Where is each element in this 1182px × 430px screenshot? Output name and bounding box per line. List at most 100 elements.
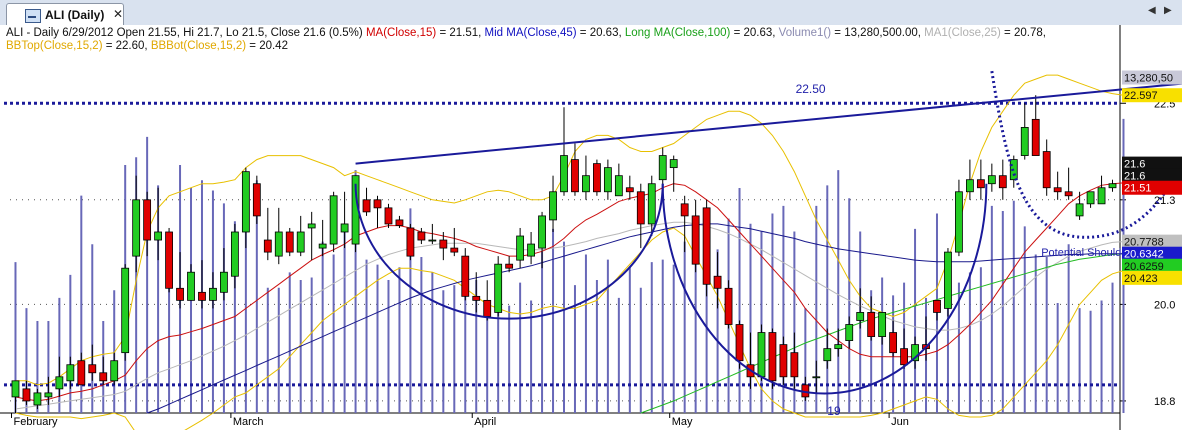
axis-value-tag: [1122, 270, 1182, 285]
candle-body: [1075, 203, 1084, 217]
candle-body: [274, 231, 283, 257]
tab-ali-daily[interactable]: ALI (Daily) ✕: [6, 3, 124, 26]
candle-body: [538, 215, 546, 249]
candle-body: [165, 231, 173, 289]
chart-area[interactable]: 22.5 21.3 20.0 18.8 22.50 19 Potential Shoulde…: [0, 25, 1182, 430]
candle-body: [220, 271, 228, 293]
candle-body: [976, 179, 985, 189]
x-axis-label: May: [672, 416, 693, 428]
info-bbbot-label: BBBot(Close,15,2): [150, 40, 247, 52]
candle-body: [318, 243, 327, 249]
candle-body: [998, 175, 1007, 189]
candle-body: [461, 255, 470, 297]
candle-body: [362, 199, 371, 213]
candle-body: [856, 312, 865, 321]
candle-body: [1086, 191, 1095, 205]
candle-body: [1031, 118, 1040, 156]
close-icon[interactable]: ✕: [113, 7, 124, 21]
candle-body: [472, 295, 481, 301]
x-axis-label: February: [13, 416, 58, 428]
info-midma-value: = 20.63,: [579, 27, 622, 39]
info-longma-value: = 20.63,: [733, 27, 776, 39]
candle-body: [834, 344, 843, 350]
candle-body: [724, 287, 733, 325]
axis-value-label: 20.6342: [1124, 249, 1164, 261]
axis-value-tag: [1122, 88, 1182, 103]
candle-body: [911, 344, 919, 362]
candle-body: [55, 376, 64, 390]
neckline-trendline: [355, 82, 1182, 165]
candle-body: [702, 207, 711, 285]
axis-value-tag: [1122, 234, 1182, 249]
candle-body: [417, 231, 426, 241]
candle-body: [88, 364, 97, 374]
shoulder-label: Potential Shoulder: [1041, 247, 1131, 259]
candle-body: [373, 199, 382, 209]
candle-body: [944, 251, 952, 309]
candle-body: [735, 324, 744, 362]
candle-body: [340, 223, 349, 233]
candle-body: [691, 215, 700, 265]
candle-body: [121, 267, 130, 354]
axis-value-label: 22.597: [1124, 90, 1158, 102]
candle-body: [11, 380, 20, 398]
right-shoulder-projection: [990, 70, 1182, 239]
candle-body: [757, 332, 766, 378]
candle-body: [494, 263, 503, 313]
candle-body: [252, 183, 261, 217]
info-bbbot-value: = 20.42: [249, 40, 288, 52]
candle-body: [22, 388, 31, 402]
candle-body: [209, 287, 217, 301]
candle-body: [768, 332, 777, 382]
candle-body: [516, 235, 525, 261]
tab-bar: ALI (Daily) ✕ ◀ ▶: [0, 0, 1182, 26]
bollinger-top-line: [15, 74, 1124, 386]
candle-body: [483, 299, 492, 317]
candle-body: [44, 392, 53, 398]
candle-body: [176, 287, 184, 301]
candle-body: [1042, 151, 1051, 189]
scroll-left-icon[interactable]: ◀: [1148, 5, 1156, 16]
axis-value-tag: [1122, 258, 1182, 273]
axis-value-tag: [1122, 70, 1182, 85]
candle-body: [198, 291, 206, 301]
info-bbtop-value: = 22.60,: [105, 40, 148, 52]
scroll-right-icon[interactable]: ▶: [1164, 5, 1172, 16]
info-line-2: BBTop(Close,15,2) = 22.60, BBBot(Close,1…: [6, 40, 288, 52]
candle-body: [560, 155, 568, 193]
candle-body: [285, 231, 294, 253]
tab-label: ALI (Daily): [45, 8, 105, 22]
info-ma-value: = 21.51,: [439, 27, 482, 39]
axis-value-tag: [1122, 246, 1182, 261]
candle-body: [230, 231, 239, 277]
candle-body: [823, 348, 832, 362]
candle-body: [1064, 191, 1073, 197]
head-arc: [661, 183, 988, 395]
candle-body: [571, 159, 579, 193]
candle-body: [33, 392, 42, 406]
axis-value-tag: [1122, 156, 1182, 171]
candle-body: [1053, 187, 1062, 193]
candle-body: [549, 191, 557, 221]
info-longma-label: Long MA(Close,100): [624, 27, 731, 39]
candle-body: [889, 332, 898, 354]
info-volume-value: = 13,280,500.00,: [834, 27, 921, 39]
candle-body: [450, 247, 459, 253]
axis-value-label: 13,280,50: [1124, 73, 1173, 85]
axis-value-label: 21.6: [1124, 159, 1145, 171]
candle-body: [867, 312, 876, 337]
candle-body: [329, 195, 338, 245]
axis-value-tag: [1122, 168, 1182, 183]
candle-body: [966, 179, 974, 193]
candle-body: [779, 344, 788, 378]
candle-body: [955, 191, 963, 253]
y-tick-label: 18.8: [1154, 396, 1175, 408]
y-tick-label: 21.3: [1154, 195, 1175, 207]
candle-body: [582, 175, 590, 193]
candle-body: [505, 263, 514, 269]
candle-body: [66, 364, 75, 382]
candle-body: [439, 239, 448, 249]
candle-body: [154, 231, 162, 241]
